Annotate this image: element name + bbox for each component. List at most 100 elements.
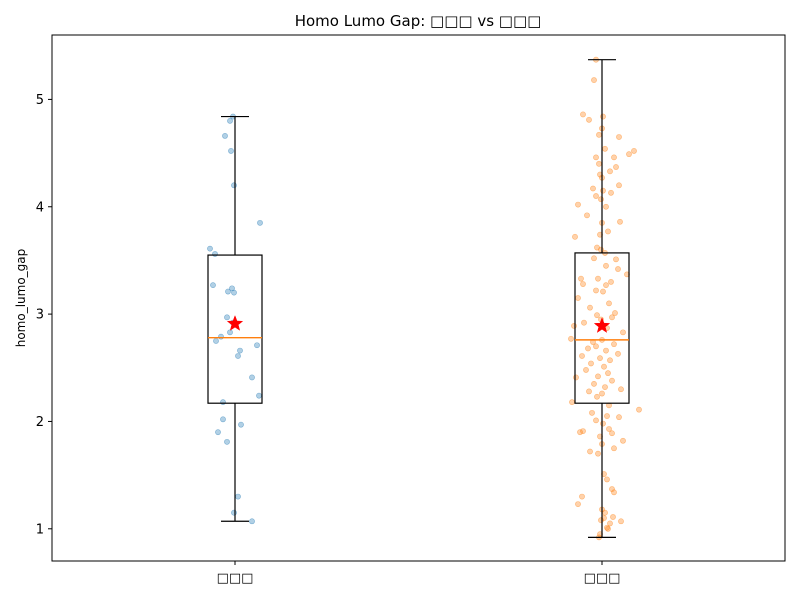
data-point-0-19: [235, 353, 241, 359]
data-point-0-1: [227, 117, 233, 124]
y-tick-label-3: 3: [36, 308, 44, 323]
data-point-1-67: [597, 355, 603, 362]
data-point-1-58: [568, 335, 574, 342]
data-point-1-79: [586, 388, 592, 395]
data-point-1-8: [602, 145, 608, 152]
data-point-0-27: [235, 493, 241, 500]
plot-area: [51, 34, 786, 562]
data-point-1-41: [595, 275, 601, 282]
data-point-0-12: [224, 314, 230, 321]
data-point-1-48: [606, 300, 612, 307]
data-point-1-77: [602, 384, 608, 390]
data-point-1-51: [594, 312, 600, 319]
data-point-0-10: [225, 288, 231, 295]
data-point-1-98: [611, 445, 617, 452]
data-point-1-81: [594, 393, 600, 400]
chart-title: Homo Lumo Gap: □□□ vs □□□: [295, 12, 542, 30]
data-point-1-29: [605, 228, 611, 235]
data-point-1-19: [590, 185, 596, 192]
data-point-1-4: [600, 113, 606, 120]
data-point-1-69: [588, 360, 594, 367]
data-point-1-84: [636, 406, 642, 413]
data-point-1-80: [599, 390, 605, 397]
data-point-0-28: [231, 509, 237, 516]
data-point-1-30: [597, 231, 603, 238]
data-point-1-73: [595, 373, 601, 380]
data-point-0-24: [238, 421, 244, 428]
data-point-1-10: [626, 151, 632, 158]
data-point-0-15: [218, 333, 224, 340]
data-point-1-75: [609, 377, 615, 384]
data-point-0-22: [220, 399, 226, 406]
data-point-1-1: [591, 77, 597, 83]
data-point-1-93: [609, 430, 615, 437]
data-point-1-74: [573, 374, 579, 381]
data-point-1-3: [586, 116, 592, 123]
data-point-1-12: [611, 154, 617, 161]
data-point-1-40: [578, 275, 584, 282]
data-point-1-50: [612, 310, 618, 316]
data-point-1-102: [611, 489, 617, 496]
data-point-1-95: [620, 437, 626, 444]
x-tick-label-0: □□□: [217, 571, 254, 586]
data-point-0-21: [256, 392, 262, 399]
data-point-0-18: [237, 347, 243, 354]
data-point-1-6: [596, 131, 602, 138]
data-point-1-82: [569, 399, 575, 406]
box-1: [574, 252, 630, 404]
data-point-1-110: [598, 517, 604, 524]
data-point-0-25: [215, 429, 221, 436]
data-point-0-23: [220, 416, 226, 423]
data-point-1-26: [584, 212, 590, 219]
data-point-1-115: [597, 531, 603, 538]
data-point-1-23: [598, 196, 604, 203]
data-point-1-72: [605, 370, 611, 377]
data-point-1-65: [615, 350, 621, 357]
data-point-1-68: [607, 357, 613, 364]
jitter-points: [207, 56, 642, 541]
data-point-0-26: [224, 438, 230, 445]
box-0: [207, 254, 263, 404]
data-point-1-13: [596, 160, 602, 167]
data-point-1-78: [618, 386, 624, 393]
data-point-1-85: [589, 409, 595, 416]
data-point-1-43: [580, 281, 586, 287]
data-point-1-114: [605, 525, 611, 532]
data-point-1-61: [611, 341, 617, 348]
y-axis: 1 2 3 4 5: [36, 93, 52, 537]
data-point-0-29: [249, 518, 255, 525]
data-point-0-8: [210, 282, 216, 289]
mean-star-0: [226, 315, 244, 331]
data-point-1-55: [571, 323, 577, 329]
data-point-1-57: [620, 329, 626, 336]
data-point-1-18: [616, 182, 622, 189]
data-point-1-112: [618, 518, 624, 525]
data-point-1-104: [604, 476, 610, 483]
data-point-1-70: [601, 363, 607, 370]
data-point-1-22: [593, 193, 599, 199]
data-point-1-21: [608, 189, 614, 196]
data-point-1-86: [604, 413, 610, 419]
data-point-1-2: [580, 111, 586, 118]
data-point-0-3: [228, 148, 234, 154]
data-point-1-109: [610, 514, 616, 520]
y-tick-label-4: 4: [36, 200, 44, 215]
data-point-1-76: [591, 380, 597, 387]
data-point-1-105: [575, 501, 581, 508]
data-point-1-71: [583, 367, 589, 373]
data-point-1-27: [617, 218, 623, 225]
data-point-1-24: [575, 201, 581, 208]
data-point-1-44: [603, 282, 609, 289]
data-point-1-101: [609, 486, 615, 492]
y-tick-label-2: 2: [36, 415, 44, 430]
data-point-1-63: [585, 345, 591, 352]
data-point-1-66: [579, 353, 585, 359]
y-axis-label: homo_lumo_gap: [14, 249, 28, 348]
data-point-1-25: [603, 203, 609, 210]
data-point-1-52: [609, 314, 615, 321]
data-point-1-16: [597, 171, 603, 178]
data-point-1-94: [597, 433, 603, 440]
data-point-0-11: [231, 289, 237, 296]
data-point-1-45: [593, 287, 599, 294]
